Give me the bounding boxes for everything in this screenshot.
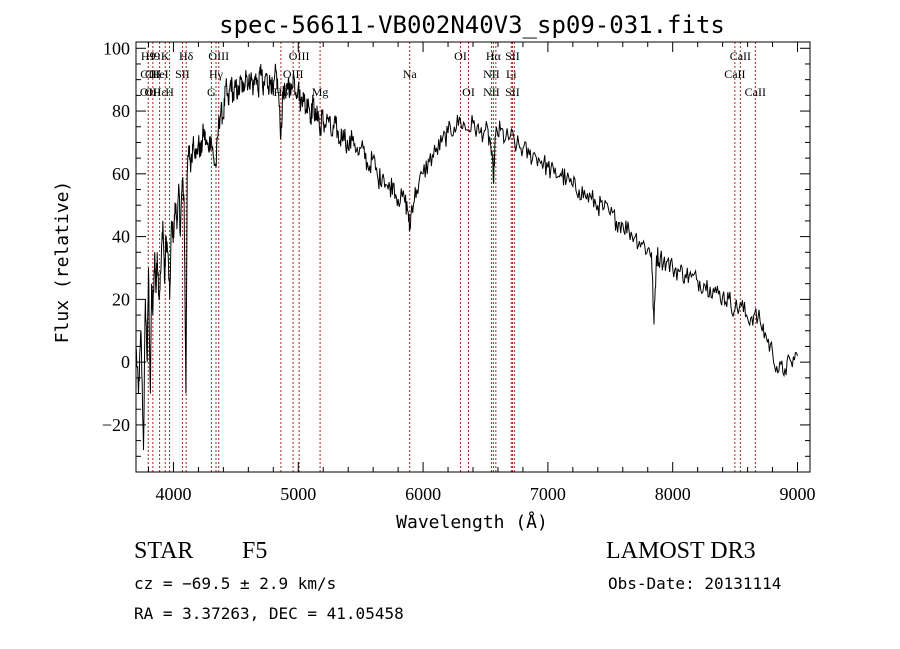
line-label: CaII (730, 49, 751, 63)
x-tick-label: 9000 (780, 484, 816, 504)
emission-line-labels: H9CIIOIIH9CIIOIIHeIHεKHSIIHδGHγOIIIHβOII… (140, 49, 766, 99)
line-label: Hε (153, 85, 167, 99)
line-label: HeI (151, 67, 169, 81)
x-tick-label: 7000 (530, 484, 566, 504)
line-label: OI (454, 49, 467, 63)
line-label: OII (145, 85, 162, 99)
line-label: G (207, 85, 216, 99)
line-label: OI (462, 85, 475, 99)
axis-tick-labels: 4000 5000 6000 7000 8000 9000 −20 0 20 40 60 80 100 (102, 38, 816, 504)
x-tick-label: 8000 (655, 484, 691, 504)
line-label: CaII (745, 85, 766, 99)
line-label: Mg (312, 85, 329, 99)
y-tick-label: 80 (112, 101, 130, 121)
spectrum-line (135, 63, 798, 451)
line-label: K (161, 49, 170, 63)
y-tick-label: 40 (112, 227, 130, 247)
sky-coordinates: RA = 3.37263, DEC = 41.05458 (134, 604, 404, 623)
line-label: Hγ (209, 67, 224, 81)
x-tick-label: 6000 (405, 484, 441, 504)
line-label: OIII (289, 49, 310, 63)
observation-date: Obs-Date: 20131114 (608, 574, 782, 593)
line-label: SII (505, 49, 520, 63)
axes-frame (135, 41, 811, 473)
object-class: STAR (134, 538, 194, 564)
line-label: CaII (724, 67, 745, 81)
spectral-subclass: F5 (242, 538, 268, 564)
line-label: NII (483, 85, 500, 99)
line-label: H (165, 85, 174, 99)
line-label: H9 (146, 49, 161, 63)
x-axis-label: Wavelength (Å) (396, 511, 548, 533)
line-label: Na (403, 67, 418, 81)
line-label: SII (175, 67, 190, 81)
line-label: NII (483, 67, 500, 81)
y-tick-label: 60 (112, 164, 130, 184)
y-axis-label: Flux (relative) (52, 181, 73, 344)
line-label: Hα (486, 49, 502, 63)
chart-title: spec-56611-VB002N40V3_sp09-031.fits (219, 11, 725, 39)
line-label: CII (140, 67, 156, 81)
y-tick-label: 20 (112, 289, 130, 309)
y-tick-label: 0 (121, 352, 130, 372)
x-tick-label: 4000 (155, 484, 191, 504)
line-label: SII (505, 85, 520, 99)
line-label: OII (140, 85, 157, 99)
x-tick-label: 5000 (280, 484, 316, 504)
line-label: H9 (141, 49, 156, 63)
axis-ticks (136, 42, 810, 472)
y-tick-label: −20 (102, 415, 130, 435)
survey-name: LAMOST DR3 (606, 538, 756, 564)
line-label: Li (506, 67, 517, 81)
redshift-velocity: cz = −69.5 ± 2.9 km/s (134, 574, 337, 593)
line-label: Hδ (179, 49, 194, 63)
line-label: CII (145, 67, 161, 81)
line-label: OIII (208, 49, 229, 63)
y-tick-label: 100 (103, 38, 130, 58)
